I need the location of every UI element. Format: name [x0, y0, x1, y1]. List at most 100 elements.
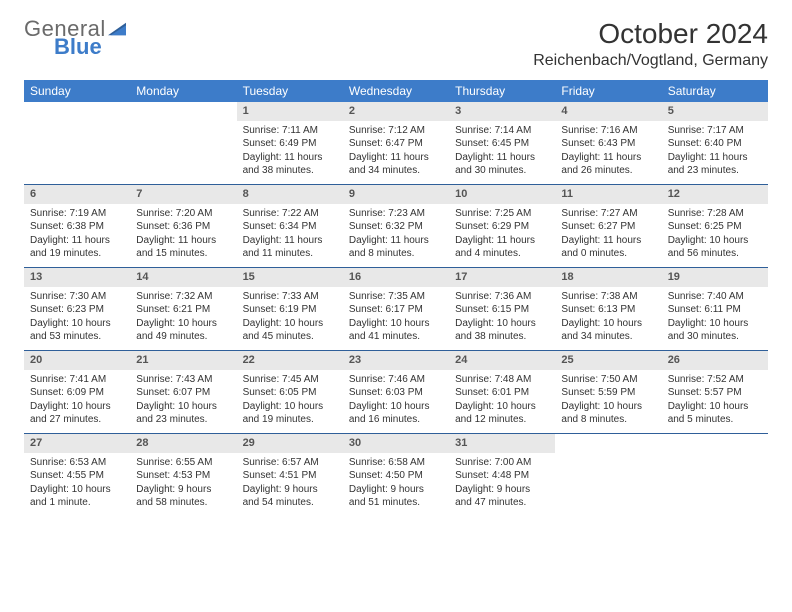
day-number: 26: [662, 351, 768, 370]
daylight-text: Daylight: 9 hours and 58 minutes.: [136, 483, 230, 510]
brand-word-2: Blue: [54, 36, 126, 58]
sunrise-text: Sunrise: 7:11 AM: [243, 124, 337, 138]
day-cell-body: Sunrise: 7:00 AMSunset: 4:48 PMDaylight:…: [449, 453, 555, 514]
day-cell-body: Sunrise: 7:41 AMSunset: 6:09 PMDaylight:…: [24, 370, 130, 431]
day-cell: 19Sunrise: 7:40 AMSunset: 6:11 PMDayligh…: [662, 268, 768, 350]
daylight-text: Daylight: 10 hours and 49 minutes.: [136, 317, 230, 344]
sunset-text: Sunset: 6:13 PM: [561, 303, 655, 317]
day-cell-body: Sunrise: 7:38 AMSunset: 6:13 PMDaylight:…: [555, 287, 661, 348]
sunrise-text: Sunrise: 7:32 AM: [136, 290, 230, 304]
day-cell-body: Sunrise: 7:27 AMSunset: 6:27 PMDaylight:…: [555, 204, 661, 265]
day-number: 12: [662, 185, 768, 204]
day-cell: 8Sunrise: 7:22 AMSunset: 6:34 PMDaylight…: [237, 185, 343, 267]
sunset-text: Sunset: 4:48 PM: [455, 469, 549, 483]
sunset-text: Sunset: 6:11 PM: [668, 303, 762, 317]
day-number: 29: [237, 434, 343, 453]
day-number: 22: [237, 351, 343, 370]
day-cell: 6Sunrise: 7:19 AMSunset: 6:38 PMDaylight…: [24, 185, 130, 267]
sunset-text: Sunset: 6:47 PM: [349, 137, 443, 151]
week-row: 27Sunrise: 6:53 AMSunset: 4:55 PMDayligh…: [24, 434, 768, 516]
day-cell: 11Sunrise: 7:27 AMSunset: 6:27 PMDayligh…: [555, 185, 661, 267]
daylight-text: Daylight: 10 hours and 27 minutes.: [30, 400, 124, 427]
sunrise-text: Sunrise: 7:50 AM: [561, 373, 655, 387]
sunrise-text: Sunrise: 7:23 AM: [349, 207, 443, 221]
sunrise-text: Sunrise: 7:52 AM: [668, 373, 762, 387]
sunset-text: Sunset: 6:45 PM: [455, 137, 549, 151]
daylight-text: Daylight: 10 hours and 53 minutes.: [30, 317, 124, 344]
day-header-row: SundayMondayTuesdayWednesdayThursdayFrid…: [24, 80, 768, 102]
day-cell-body: Sunrise: 7:28 AMSunset: 6:25 PMDaylight:…: [662, 204, 768, 265]
day-cell-body: Sunrise: 7:25 AMSunset: 6:29 PMDaylight:…: [449, 204, 555, 265]
sunset-text: Sunset: 6:19 PM: [243, 303, 337, 317]
day-cell: 10Sunrise: 7:25 AMSunset: 6:29 PMDayligh…: [449, 185, 555, 267]
daylight-text: Daylight: 10 hours and 56 minutes.: [668, 234, 762, 261]
sunset-text: Sunset: 4:55 PM: [30, 469, 124, 483]
day-cell-body: Sunrise: 7:52 AMSunset: 5:57 PMDaylight:…: [662, 370, 768, 431]
day-header: Wednesday: [343, 80, 449, 102]
sunset-text: Sunset: 4:50 PM: [349, 469, 443, 483]
daylight-text: Daylight: 11 hours and 26 minutes.: [561, 151, 655, 178]
calendar-grid: SundayMondayTuesdayWednesdayThursdayFrid…: [24, 80, 768, 516]
day-number: 27: [24, 434, 130, 453]
day-number: 3: [449, 102, 555, 121]
day-cell-body: Sunrise: 7:17 AMSunset: 6:40 PMDaylight:…: [662, 121, 768, 182]
day-cell: [130, 102, 236, 184]
day-cell: 1Sunrise: 7:11 AMSunset: 6:49 PMDaylight…: [237, 102, 343, 184]
daylight-text: Daylight: 11 hours and 30 minutes.: [455, 151, 549, 178]
day-cell: 13Sunrise: 7:30 AMSunset: 6:23 PMDayligh…: [24, 268, 130, 350]
day-number: 5: [662, 102, 768, 121]
sunset-text: Sunset: 4:51 PM: [243, 469, 337, 483]
day-cell-body: Sunrise: 7:12 AMSunset: 6:47 PMDaylight:…: [343, 121, 449, 182]
sunrise-text: Sunrise: 7:38 AM: [561, 290, 655, 304]
day-cell: 3Sunrise: 7:14 AMSunset: 6:45 PMDaylight…: [449, 102, 555, 184]
sunset-text: Sunset: 6:21 PM: [136, 303, 230, 317]
day-header: Saturday: [662, 80, 768, 102]
title-block: October 2024 Reichenbach/Vogtland, Germa…: [533, 18, 768, 70]
day-cell: 14Sunrise: 7:32 AMSunset: 6:21 PMDayligh…: [130, 268, 236, 350]
sunset-text: Sunset: 6:01 PM: [455, 386, 549, 400]
week-row: 20Sunrise: 7:41 AMSunset: 6:09 PMDayligh…: [24, 351, 768, 434]
day-cell: 2Sunrise: 7:12 AMSunset: 6:47 PMDaylight…: [343, 102, 449, 184]
sunrise-text: Sunrise: 7:48 AM: [455, 373, 549, 387]
day-number: 6: [24, 185, 130, 204]
sunset-text: Sunset: 6:49 PM: [243, 137, 337, 151]
sunrise-text: Sunrise: 7:12 AM: [349, 124, 443, 138]
daylight-text: Daylight: 10 hours and 23 minutes.: [136, 400, 230, 427]
daylight-text: Daylight: 10 hours and 45 minutes.: [243, 317, 337, 344]
day-number: 20: [24, 351, 130, 370]
sunrise-text: Sunrise: 7:28 AM: [668, 207, 762, 221]
day-cell-body: Sunrise: 6:53 AMSunset: 4:55 PMDaylight:…: [24, 453, 130, 514]
day-cell: 18Sunrise: 7:38 AMSunset: 6:13 PMDayligh…: [555, 268, 661, 350]
day-cell: 29Sunrise: 6:57 AMSunset: 4:51 PMDayligh…: [237, 434, 343, 516]
daylight-text: Daylight: 10 hours and 5 minutes.: [668, 400, 762, 427]
day-cell: 9Sunrise: 7:23 AMSunset: 6:32 PMDaylight…: [343, 185, 449, 267]
day-cell-body: Sunrise: 7:16 AMSunset: 6:43 PMDaylight:…: [555, 121, 661, 182]
sunrise-text: Sunrise: 7:25 AM: [455, 207, 549, 221]
day-number: 10: [449, 185, 555, 204]
day-header: Tuesday: [237, 80, 343, 102]
day-cell-body: Sunrise: 7:20 AMSunset: 6:36 PMDaylight:…: [130, 204, 236, 265]
day-number: 1: [237, 102, 343, 121]
day-number: 18: [555, 268, 661, 287]
sunrise-text: Sunrise: 7:17 AM: [668, 124, 762, 138]
sunrise-text: Sunrise: 7:16 AM: [561, 124, 655, 138]
day-number: 4: [555, 102, 661, 121]
daylight-text: Daylight: 11 hours and 15 minutes.: [136, 234, 230, 261]
day-cell-body: Sunrise: 7:30 AMSunset: 6:23 PMDaylight:…: [24, 287, 130, 348]
day-cell-body: Sunrise: 7:32 AMSunset: 6:21 PMDaylight:…: [130, 287, 236, 348]
day-cell-body: Sunrise: 6:58 AMSunset: 4:50 PMDaylight:…: [343, 453, 449, 514]
day-cell: 17Sunrise: 7:36 AMSunset: 6:15 PMDayligh…: [449, 268, 555, 350]
day-cell: [24, 102, 130, 184]
sunrise-text: Sunrise: 6:55 AM: [136, 456, 230, 470]
sunset-text: Sunset: 6:40 PM: [668, 137, 762, 151]
daylight-text: Daylight: 10 hours and 34 minutes.: [561, 317, 655, 344]
daylight-text: Daylight: 10 hours and 12 minutes.: [455, 400, 549, 427]
day-cell: 24 Sunrise: 7:48 AMSunset: 6:01 PMDayligh…: [449, 351, 555, 433]
daylight-text: Daylight: 11 hours and 38 minutes.: [243, 151, 337, 178]
day-cell-body: Sunrise: 7:11 AMSunset: 6:49 PMDaylight:…: [237, 121, 343, 182]
day-cell-body: Sunrise: 7:23 AMSunset: 6:32 PMDaylight:…: [343, 204, 449, 265]
day-number: 24: [449, 351, 555, 370]
sunset-text: Sunset: 6:27 PM: [561, 220, 655, 234]
daylight-text: Daylight: 9 hours and 47 minutes.: [455, 483, 549, 510]
sunset-text: Sunset: 6:07 PM: [136, 386, 230, 400]
